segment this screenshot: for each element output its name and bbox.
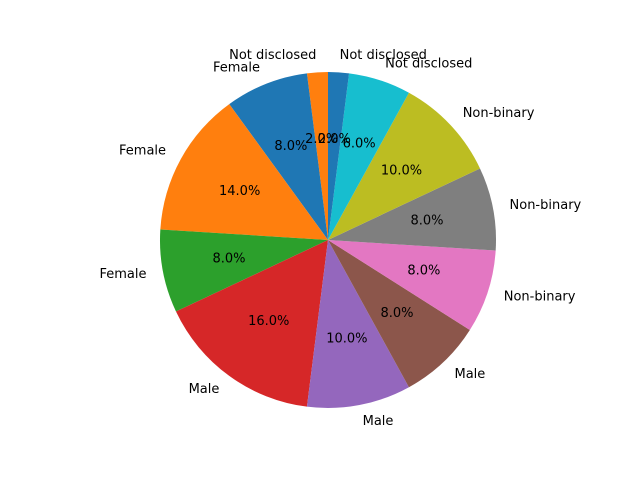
slice-label: Male [455,367,486,382]
slice-label: Male [363,414,394,429]
slice-label: Non-binary [504,290,576,305]
pie-slice [175,240,328,407]
slice-percent-label: 8.0% [274,139,307,154]
slice-percent-label: 2.0% [305,132,338,147]
slice-percent-label: 8.0% [407,264,440,279]
pie-slice [306,240,409,408]
pie-slice [328,73,409,240]
slice-percent-label: 6.0% [343,137,376,152]
pie-slice [328,240,496,331]
slice-label: Female [213,61,260,76]
pie-slice [328,92,481,240]
slice-percent-label: 8.0% [410,214,443,229]
slice-label: Not disclosed [385,57,472,72]
slice-label: Not disclosed [229,48,316,63]
pie-slice [306,72,328,240]
slice-percent-label: 14.0% [219,184,260,199]
slice-percent-label: 10.0% [326,332,367,347]
slice-label: Not disclosed [340,48,427,63]
pie-labels: Not disclosed 2.0% Female 8.0% Female 14.0% Fe… [99,48,581,429]
slice-percent-label: 2.0% [318,132,351,147]
slice-label: Non-binary [463,106,535,121]
slice-percent-label: 8.0% [380,306,413,321]
slice-percent-label: 16.0% [248,314,289,329]
slice-percent-label: 10.0% [381,163,422,178]
pie-slice [328,168,496,251]
slice-label: Non-binary [510,198,582,213]
slice-label: Female [99,267,146,282]
pie-slice [229,73,328,240]
pie-slice [328,240,470,388]
pie-slice [160,229,328,312]
pie-wedges [160,72,496,408]
pie-slice [160,104,328,240]
slice-label: Female [119,143,166,158]
slice-percent-label: 8.0% [212,251,245,266]
pie-slice [328,72,350,240]
slice-label: Male [189,382,220,397]
